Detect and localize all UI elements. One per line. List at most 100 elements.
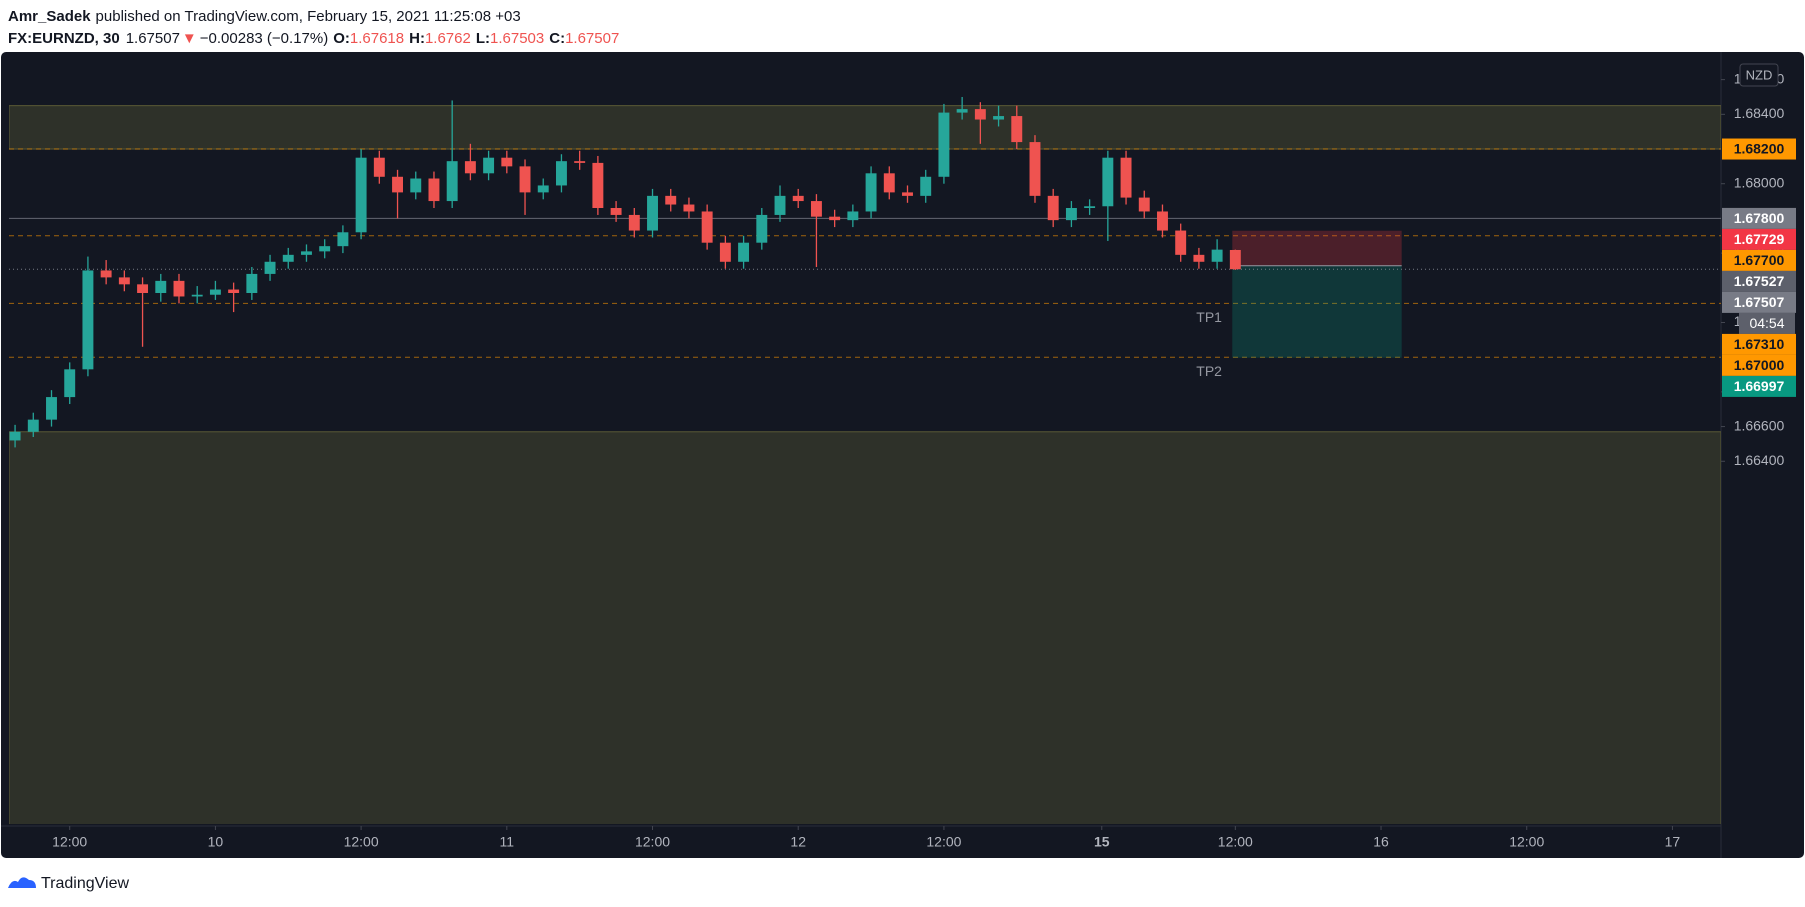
x-tick-label: 12:00	[1509, 834, 1544, 850]
candle-body	[537, 185, 549, 193]
y-tick-label: 1.68400	[1734, 105, 1785, 121]
candle-body	[392, 176, 404, 193]
candle-body	[228, 289, 240, 294]
close-value: 1.67507	[565, 30, 619, 47]
price-label: 1.68200	[1734, 141, 1785, 157]
x-tick-label: 12:00	[344, 834, 379, 850]
candle-body	[738, 242, 750, 262]
candle-body	[574, 161, 586, 163]
level-annotation: TP1	[1196, 309, 1222, 325]
candle-body	[1120, 157, 1132, 198]
candle-body	[9, 431, 21, 441]
price-label-box	[1722, 354, 1796, 376]
candle-body	[902, 192, 913, 196]
candle-body	[373, 157, 385, 177]
candle-body	[665, 195, 677, 205]
candle-body	[155, 280, 167, 294]
candle-body	[810, 201, 822, 217]
currency: NZD	[1746, 67, 1773, 82]
logo	[8, 877, 36, 888]
candle-body	[792, 195, 804, 202]
open-key: O:	[333, 30, 350, 47]
candle-body	[1084, 206, 1096, 209]
symbol: FX:EURNZD, 30	[8, 30, 120, 47]
candle-body	[628, 214, 640, 231]
change-arrow: ▼	[182, 30, 197, 47]
x-tick-label: 12:00	[52, 834, 87, 850]
price-label-box	[1722, 333, 1796, 355]
candle-body	[701, 211, 713, 243]
price-label: 1.66997	[1734, 378, 1785, 394]
price-label: 1.67310	[1734, 336, 1785, 352]
candle-body	[756, 214, 768, 243]
candle-body	[173, 280, 185, 297]
low-key: L:	[476, 30, 490, 47]
candle-body	[1102, 157, 1114, 207]
candle-body	[446, 161, 458, 202]
chart-panel	[1, 52, 1804, 858]
countdown-box	[1739, 312, 1795, 334]
candle-body	[829, 216, 841, 221]
price-label: 1.67729	[1734, 231, 1785, 247]
candle-body	[647, 195, 658, 231]
x-tick-label: 15	[1094, 834, 1110, 850]
candle-body	[82, 270, 94, 370]
x-tick-label: 12:00	[635, 834, 670, 850]
author: Amr_Sadek	[8, 8, 91, 25]
high-value: 1.6762	[425, 30, 471, 47]
candle-body	[118, 277, 130, 285]
candle-body	[938, 112, 950, 177]
candle-body	[1011, 116, 1023, 143]
candle-body	[592, 162, 604, 209]
candle-body	[410, 178, 422, 193]
price-label-box	[1722, 291, 1796, 313]
close-key: C:	[549, 30, 565, 47]
y-tick-label: 1.68000	[1734, 174, 1785, 190]
candle-body	[610, 208, 622, 215]
candle-body	[27, 419, 39, 432]
candle-body	[191, 294, 203, 297]
price-label-box	[1722, 228, 1796, 250]
zone	[9, 105, 1721, 150]
price-label: 1.67507	[1734, 294, 1785, 310]
zone	[9, 431, 1721, 824]
candle-body	[337, 232, 349, 247]
candle-body	[1175, 230, 1187, 255]
candle-body	[1029, 142, 1041, 196]
candle-body	[209, 289, 221, 295]
countdown: 04:54	[1749, 315, 1784, 331]
candle-body	[483, 157, 495, 174]
candle-body	[555, 161, 567, 186]
candle-body	[1157, 211, 1168, 231]
candle-body	[264, 261, 276, 274]
candle-body	[956, 109, 968, 113]
plot-area: TP1 TP2	[9, 96, 1721, 824]
candle-body	[319, 246, 331, 252]
candle-body	[1065, 208, 1077, 221]
x-tick-label: 16	[1373, 834, 1389, 850]
symbol-line: FX:EURNZD, 30 1.67507 ▼ −0.00283 (−0.17%) O:…	[8, 30, 619, 47]
price-label: 1.67000	[1734, 357, 1785, 373]
price-label-box	[1722, 207, 1796, 229]
candle-body	[719, 242, 731, 262]
x-tick-label: 11	[500, 834, 515, 850]
price-label-box	[1722, 138, 1796, 160]
candle-body	[428, 178, 440, 202]
price-label-box	[1722, 249, 1796, 271]
candle-body	[355, 157, 367, 233]
open-value: 1.67618	[350, 30, 404, 47]
candle-body	[993, 116, 1005, 120]
price-label-box	[1722, 270, 1796, 292]
currency-badge	[1739, 63, 1779, 87]
price-label: 1.67800	[1734, 210, 1785, 226]
price-label: 1.67527	[1734, 273, 1785, 289]
published: published on TradingView.com, February 1…	[96, 8, 521, 25]
level-annotation: TP2	[1196, 363, 1222, 379]
x-tick-label: 12	[790, 834, 806, 850]
x-tick-label: 12:00	[926, 834, 961, 850]
low-value: 1.67503	[490, 30, 544, 47]
candle-body	[883, 173, 895, 193]
candle-body	[865, 173, 877, 212]
candle-body	[683, 204, 695, 212]
